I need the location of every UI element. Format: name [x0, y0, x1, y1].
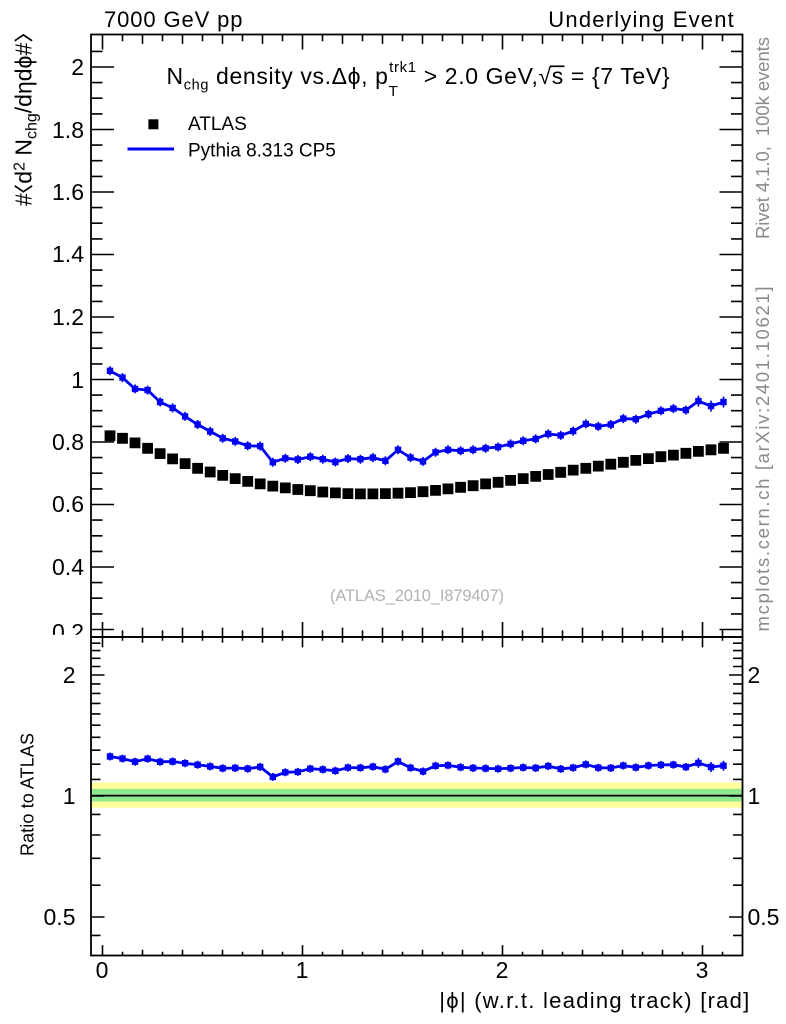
svg-text:1.4: 1.4: [52, 241, 84, 267]
svg-text:Underlying Event: Underlying Event: [548, 7, 734, 32]
svg-text:(ATLAS_2010_I879407): (ATLAS_2010_I879407): [330, 587, 504, 605]
svg-text:Pythia 8.313 CP5: Pythia 8.313 CP5: [188, 141, 336, 162]
svg-text:1: 1: [63, 783, 76, 809]
svg-text:1: 1: [71, 367, 84, 393]
svg-text:Rivet 4.1.0, 100k events: Rivet 4.1.0, 100k events: [752, 37, 773, 239]
svg-text:0: 0: [96, 957, 109, 983]
svg-text:Ratio to ATLAS: Ratio to ATLAS: [18, 733, 38, 856]
svg-text:3: 3: [696, 957, 709, 983]
svg-text:mcplots.cern.ch [arXiv:2401.10: mcplots.cern.ch [arXiv:2401.10621]: [752, 287, 773, 632]
svg-text:2: 2: [63, 662, 76, 688]
svg-text:0.5: 0.5: [748, 904, 780, 930]
svg-text:0.5: 0.5: [44, 904, 76, 930]
svg-text:1: 1: [748, 783, 761, 809]
svg-text:1: 1: [296, 957, 309, 983]
svg-text:1.8: 1.8: [52, 117, 84, 143]
svg-text:1.2: 1.2: [52, 304, 84, 330]
svg-text:2: 2: [748, 662, 761, 688]
svg-text:1.6: 1.6: [52, 179, 84, 205]
svg-text:0.4: 0.4: [52, 554, 84, 580]
svg-text:7000 GeV pp: 7000 GeV pp: [104, 7, 243, 32]
svg-text:0.8: 0.8: [52, 429, 84, 455]
svg-text:2: 2: [71, 54, 84, 80]
svg-text:2: 2: [496, 957, 509, 983]
svg-text:|ϕ| (w.r.t. leading track) [ra: |ϕ| (w.r.t. leading track) [rad]: [439, 988, 749, 1013]
svg-text:0.6: 0.6: [52, 491, 84, 517]
svg-text:ATLAS: ATLAS: [188, 114, 247, 135]
